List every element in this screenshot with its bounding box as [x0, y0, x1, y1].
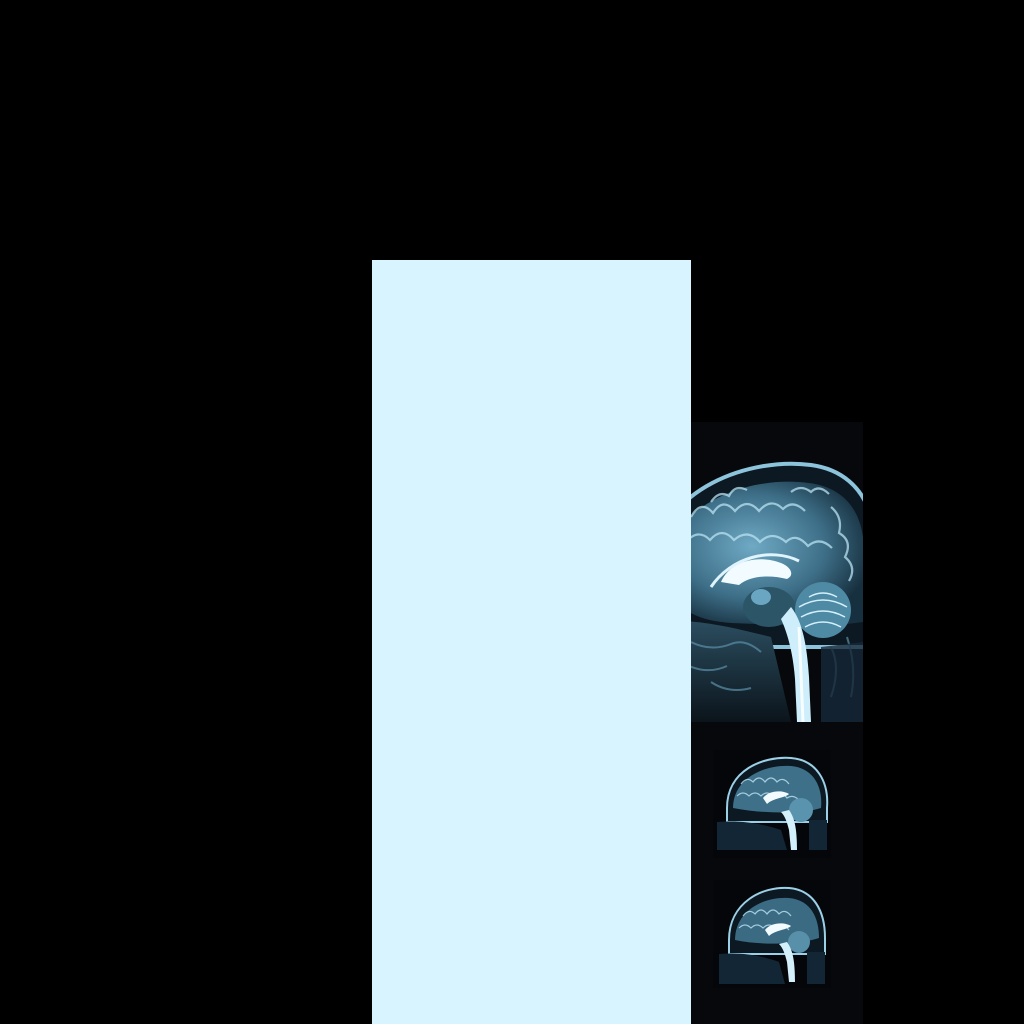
- light-blue-panel: [372, 260, 691, 1024]
- mri-brain-sagittal-icon: [691, 461, 863, 722]
- mri-brain-sagittal-icon: [717, 756, 829, 850]
- mri-brain-sagittal-icon: [719, 886, 826, 984]
- mri-main-image[interactable]: [691, 447, 863, 722]
- mri-viewer-panel: [691, 422, 863, 1024]
- mri-thumbnail-2[interactable]: [713, 880, 831, 988]
- mri-thumbnail-1[interactable]: [713, 750, 831, 858]
